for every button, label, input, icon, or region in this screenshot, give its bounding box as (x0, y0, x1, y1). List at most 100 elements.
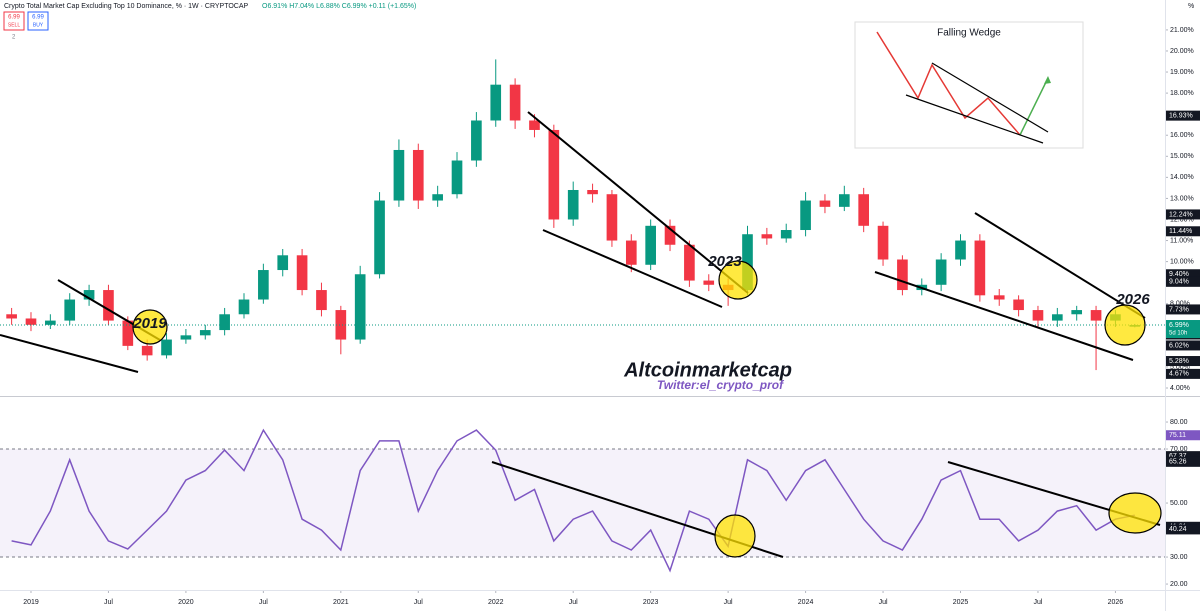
x-tick-label: 2022 (488, 599, 504, 606)
trade-buttons: 6.99 SELL 6.99 BUY (3, 11, 49, 31)
x-tick-label: 2021 (333, 599, 349, 606)
price-tag-label: 7.73% (1169, 306, 1189, 313)
ohlc: O6.91% H7.04% L6.88% C6.99% +0.11 (+1.65… (262, 3, 416, 10)
candle-body (1032, 310, 1044, 321)
x-tick-label: Jul (259, 599, 268, 606)
y-tick-label: 13.00% (1170, 195, 1194, 202)
price-tag-label: 4.67% (1169, 371, 1189, 378)
candle-body (567, 189, 579, 220)
wedge-line (931, 62, 1049, 133)
candle-body (490, 84, 502, 121)
price-tag (1166, 456, 1200, 467)
trendline (874, 271, 1134, 361)
price-tag-label: 16.93% (1169, 112, 1193, 119)
candle-body (238, 299, 250, 315)
candle-body (103, 290, 114, 321)
inset-title: Falling Wedge (937, 28, 1001, 39)
candle-body (664, 225, 676, 245)
y-tick-label: 80.00 (1170, 419, 1188, 426)
candle-body (180, 335, 192, 340)
rsi-band (0, 449, 1165, 558)
x-tick-label: 2019 (23, 599, 39, 606)
price-tag-label: 12.24% (1169, 211, 1193, 218)
candle-body (1071, 310, 1083, 315)
candle-body (606, 194, 618, 241)
watermark: Altcoinmarketcap (623, 359, 792, 381)
symbol-title: Crypto Total Market Cap Excluding Top 10… (4, 3, 249, 10)
wedge-line (905, 94, 1044, 144)
current-price-label: 6.99% (1169, 322, 1189, 329)
candle-body (935, 259, 947, 285)
candle-body (122, 320, 134, 346)
breakout-path (1019, 77, 1049, 136)
candle-body (64, 299, 76, 321)
candle-body (955, 240, 966, 260)
candle-body (877, 225, 889, 260)
candle-body (451, 160, 463, 195)
arrow-head (1044, 76, 1051, 84)
candle-body (587, 189, 598, 195)
credit: Twitter:el_crypto_prof (657, 378, 784, 392)
sell-button[interactable] (3, 11, 25, 31)
candle-body (819, 200, 831, 207)
x-tick-label: Jul (414, 599, 423, 606)
price-tag-label: 9.40% (1169, 271, 1189, 278)
axis-unit: % (1188, 3, 1194, 10)
candle-body (509, 84, 521, 121)
highlight-circle (1104, 304, 1146, 346)
annotation: 2023 (707, 253, 742, 270)
x-tick-label: 2024 (798, 599, 814, 606)
countdown: 5d 10h (1169, 331, 1187, 337)
y-tick-label: 30.00 (1170, 554, 1188, 561)
trendline (527, 111, 749, 294)
y-tick-label: 10.00% (1170, 258, 1194, 265)
y-tick-label: 19.00% (1170, 69, 1194, 76)
sell-price: 6.99 (8, 15, 20, 21)
candle-body (335, 310, 347, 340)
price-tag-label: 11.44% (1169, 228, 1192, 235)
candle-body (974, 240, 986, 296)
y-tick-label: 8.00% (1170, 301, 1190, 308)
candle-body (6, 314, 17, 319)
candle-body (780, 230, 792, 239)
candle-body (25, 318, 37, 325)
candle-body (45, 320, 56, 325)
candle-body (141, 345, 153, 356)
y-tick-label: 20.00% (1170, 48, 1194, 55)
x-tick-label: Jul (104, 599, 113, 606)
candle-body (199, 330, 211, 336)
y-tick-label: 16.00% (1170, 132, 1194, 139)
price-tag (1166, 110, 1200, 121)
candle-body (412, 149, 424, 201)
candle-body (374, 200, 385, 275)
price-tag (1166, 209, 1200, 220)
buy-button[interactable] (27, 11, 49, 31)
x-tick-label: 2025 (953, 599, 969, 606)
y-tick-label: 20.00 (1170, 581, 1188, 588)
candle-body (1090, 310, 1102, 321)
candle-body (1013, 299, 1024, 311)
y-tick-label: 15.00% (1170, 153, 1194, 160)
candle-body (296, 255, 308, 291)
candle-body (800, 200, 811, 231)
candle-body (858, 194, 870, 226)
y-tick-label: 50.00 (1170, 500, 1188, 507)
price-tag-label: 65.26 (1169, 459, 1187, 466)
x-tick-label: 2020 (178, 599, 194, 606)
x-tick-label: Jul (724, 599, 733, 606)
candle-body (625, 240, 637, 265)
buy-price: 6.99 (32, 15, 44, 21)
candle-body (316, 290, 327, 311)
current-price-tag (1166, 320, 1200, 339)
annotation: 2026 (1115, 291, 1150, 308)
x-tick-label: 2026 (1108, 599, 1124, 606)
price-tag-label: 75.11 (1169, 432, 1186, 439)
y-tick-label: 70.00 (1170, 446, 1188, 453)
wedge-path (876, 31, 1021, 136)
annotation: 2019 (132, 315, 167, 332)
price-tag (1166, 340, 1200, 351)
candle-body (83, 290, 95, 300)
plot-layer: 4.00%5.00%6.00%7.00%8.00%9.00%10.00%11.0… (0, 27, 1194, 606)
rsi-line (11, 428, 1135, 573)
price-tag (1166, 430, 1200, 441)
